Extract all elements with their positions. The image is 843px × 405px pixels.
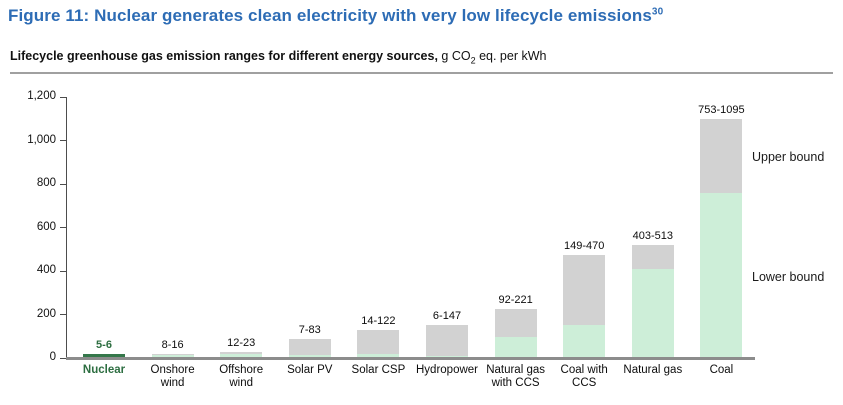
subtitle-unit-suffix: eq. per kWh [475,49,547,63]
bar-segment-lower-bound [151,355,194,357]
bar-segment-upper-bound [426,325,468,356]
bar-segment-upper-bound [220,351,263,355]
y-axis-tick-label: 0 [49,351,56,363]
y-axis-tick [60,227,66,228]
category-label: Onshore wind [150,364,195,389]
y-axis-line [66,97,67,359]
category-label: Offshore wind [219,364,264,389]
bar-segment-upper-bound [357,330,400,354]
x-axis-line [66,357,755,360]
y-axis-tick-label: 1,200 [27,90,56,102]
annotation-upper-bound: Upper bound [752,150,825,164]
bar-segment-upper-bound [288,338,331,356]
bar-value-label: 12-23 [227,336,256,349]
y-axis-tick-label: 600 [36,220,56,233]
bar-value-label: 7-83 [298,323,321,336]
bar-segment-lower-bound [700,193,743,357]
bar-segment-lower-bound [357,353,400,357]
category-label: Solar PV [287,364,333,376]
category-label: Solar CSP [351,364,406,376]
bar-value-label: 8-16 [161,338,184,351]
bar-segment-upper-bound [151,353,194,356]
figure-subtitle: Lifecycle greenhouse gas emission ranges… [10,49,833,74]
bar-segment-upper-bound [494,308,537,337]
category-label: Hydropower [416,364,478,376]
annotation-lower-bound: Lower bound [752,270,825,284]
y-axis-tick [60,140,66,141]
figure-title: Figure 11: Nuclear generates clean elect… [8,6,663,26]
y-axis-tick [60,96,66,98]
bar-chart: Upper bound Lower bound 0 200 400 600 800 1,0… [0,86,843,405]
bar-segment-lower-bound [288,355,331,357]
bar-segment-lower-bound [220,354,263,357]
bar-value-label: 14-122 [361,315,396,328]
category-label: Nuclear [82,364,126,376]
y-axis-tick [60,357,66,359]
bar-segment-upper-bound [631,245,674,270]
subtitle-main: Lifecycle greenhouse gas emission ranges… [10,49,438,63]
bar-segment-upper-bound [700,118,743,194]
y-axis-tick [60,314,66,315]
bar-value-label: 753-1095 [698,103,745,116]
category-label: Coal [709,364,734,376]
bar-segment-lower-bound [631,269,674,357]
bar-value-label: 92-221 [498,293,533,306]
subtitle-unit-subscript: 2 [470,55,476,66]
figure-title-text: Figure 11: Nuclear generates clean elect… [8,6,652,25]
bar-value-label: 6-147 [432,310,462,323]
y-axis-tick [60,270,66,272]
subtitle-unit-prefix: g CO [437,49,471,63]
bar-segment-upper-bound [563,254,606,325]
bar-value-label: 149-470 [564,239,605,252]
bar-segment-highlight [83,354,125,357]
category-label: Coal with CCS [560,364,608,389]
bar-value-label: 403-513 [632,230,673,243]
category-label: Natural gas with CCS [486,364,545,389]
bar-segment-lower-bound [494,336,537,357]
y-axis-tick-label: 200 [36,307,56,320]
category-label: Natural gas [623,364,683,376]
bar-segment-lower-bound [426,355,468,357]
y-axis-tick-label: 1,000 [27,133,56,146]
bar-segment-lower-bound [563,324,606,357]
y-axis-tick [60,183,66,185]
y-axis-tick-label: 800 [36,177,56,189]
figure-title-footnote-ref: 30 [651,6,664,18]
y-axis-tick-label: 400 [36,264,56,276]
bar-value-label: 5-6 [96,339,112,351]
